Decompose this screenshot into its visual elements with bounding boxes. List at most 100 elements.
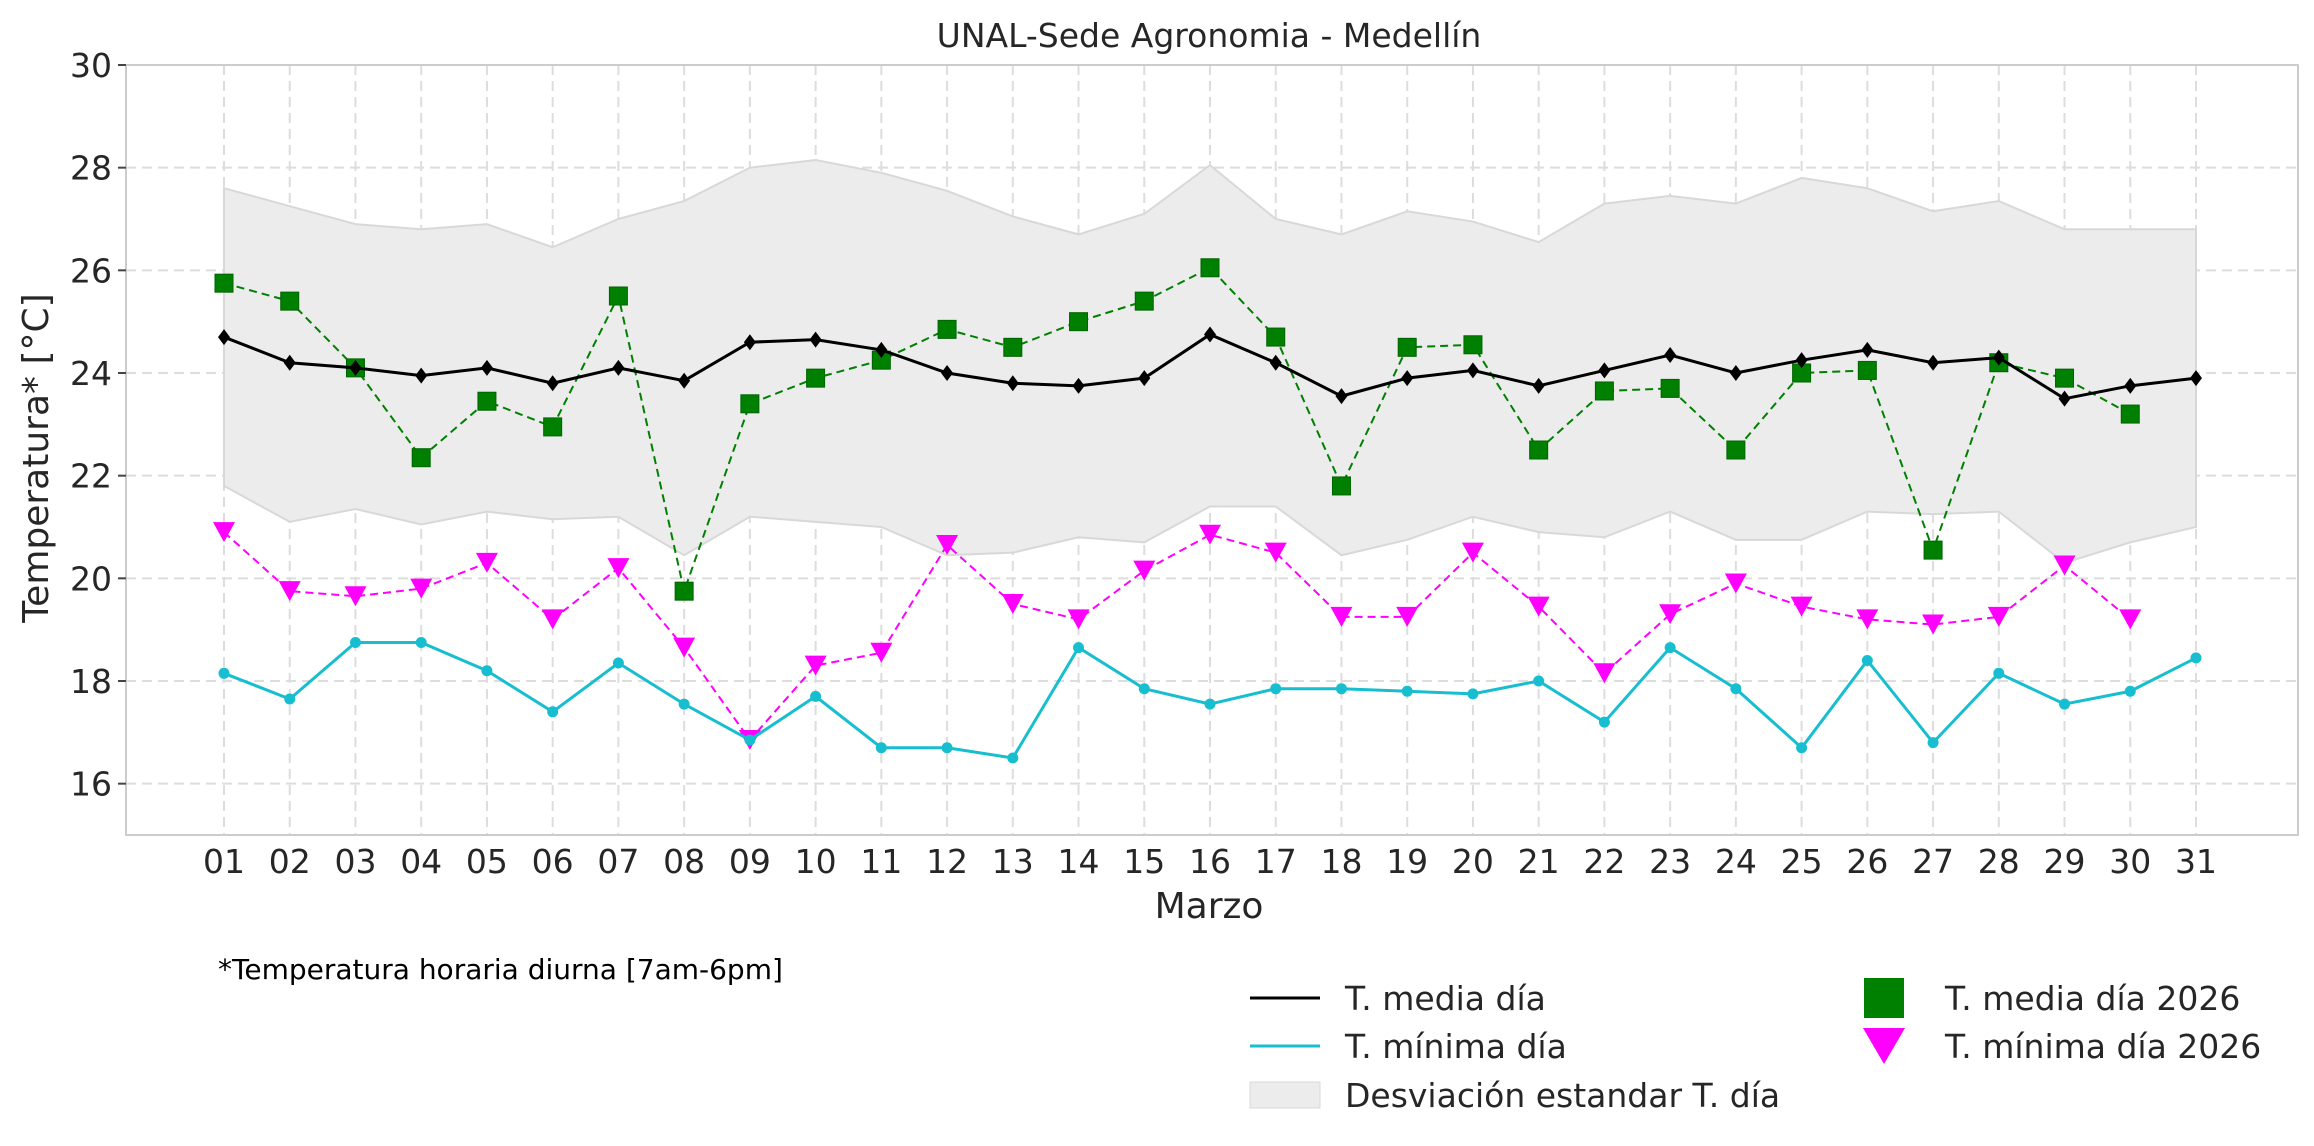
data-point — [1532, 377, 1545, 394]
data-point — [349, 359, 362, 376]
x-tick-label: 16 — [1189, 842, 1231, 881]
legend-item: T. media día 2026 — [1864, 978, 2240, 1018]
data-point — [1401, 370, 1414, 387]
x-tick-label: 31 — [2175, 842, 2217, 881]
x-tick-label: 03 — [334, 842, 376, 881]
y-axis-label: Temperatura* [°C] — [16, 293, 57, 623]
y-tick-label: 24 — [70, 354, 112, 393]
x-tick-label: 18 — [1320, 842, 1362, 881]
x-tick-label: 29 — [2044, 842, 2086, 881]
data-point — [608, 286, 628, 306]
legend-item: T. mínima día — [1250, 1027, 1567, 1066]
data-point — [1270, 683, 1282, 695]
x-tick-label: 24 — [1715, 842, 1757, 881]
data-point — [678, 372, 691, 389]
data-point — [2053, 555, 2076, 576]
data-point — [214, 273, 234, 293]
y-tick-label: 26 — [70, 251, 112, 290]
data-point — [804, 655, 827, 676]
x-tick-label: 04 — [400, 842, 442, 881]
data-point — [280, 291, 300, 311]
data-point — [415, 637, 427, 648]
data-point — [546, 375, 559, 392]
data-point — [1467, 688, 1479, 700]
data-point — [1007, 752, 1019, 764]
data-point — [740, 394, 760, 414]
x-axis-label: Marzo — [1155, 886, 1264, 927]
data-point — [612, 359, 625, 376]
data-point — [612, 657, 624, 669]
data-point — [213, 522, 235, 543]
data-point — [806, 368, 826, 388]
data-point — [218, 329, 230, 346]
legend-item: Desviación estandar T. día — [1249, 1076, 1780, 1115]
series-line — [223, 531, 2131, 742]
data-point — [547, 706, 559, 718]
data-point — [941, 742, 953, 754]
data-point — [1922, 614, 1945, 635]
x-tick-label: 28 — [1978, 842, 2020, 881]
data-point — [1204, 698, 1216, 710]
std-band — [223, 158, 2197, 565]
data-point — [284, 693, 296, 705]
legend-label: T. mínima día — [1344, 1027, 1567, 1066]
x-tick-label: 20 — [1452, 842, 1494, 881]
data-point — [673, 637, 696, 658]
data-point — [1730, 683, 1742, 695]
series-layer — [213, 258, 2202, 764]
x-tick-label: 12 — [926, 842, 968, 881]
data-point — [1861, 654, 1873, 666]
legend-swatch-square — [1864, 978, 1904, 1018]
x-tick-label: 19 — [1386, 842, 1428, 881]
data-point — [1533, 675, 1545, 687]
data-point — [1396, 606, 1419, 627]
data-point — [1331, 476, 1351, 496]
x-tick-label: 11 — [860, 842, 902, 881]
data-point — [2124, 377, 2137, 394]
legend-swatch-triangle — [1863, 1028, 1905, 1064]
y-tick-label: 22 — [70, 457, 112, 496]
data-point — [415, 367, 428, 384]
data-point — [541, 609, 564, 630]
data-point — [875, 341, 888, 358]
data-point — [1729, 365, 1742, 381]
data-point — [2055, 368, 2075, 388]
data-point — [1072, 377, 1085, 394]
chart-title: UNAL-Sede Agronomia - Medellín — [937, 16, 1482, 55]
x-ticks: 01 02 03 04 05 06 07 08 09 10 11 12 13 14 15 16 17 18 19 20… — [203, 842, 2217, 881]
data-point — [1594, 381, 1614, 401]
data-point — [1598, 362, 1611, 379]
data-point — [744, 734, 756, 746]
x-tick-label: 30 — [2109, 842, 2151, 881]
data-point — [2059, 698, 2071, 710]
data-point — [1204, 326, 1216, 343]
data-point — [1927, 354, 1940, 371]
data-point — [1003, 337, 1023, 357]
data-point — [411, 448, 431, 468]
data-point — [477, 391, 497, 411]
x-tick-label: 08 — [663, 842, 705, 881]
legend-label: T. media día — [1344, 979, 1546, 1018]
data-point — [2190, 370, 2202, 387]
data-point — [2058, 390, 2071, 407]
x-tick-label: 14 — [1058, 842, 1100, 881]
series-t-media-d-a-2026 — [214, 258, 2140, 601]
data-point — [2119, 609, 2142, 630]
series-t-media-d-a — [218, 326, 2202, 407]
x-tick-label: 06 — [532, 842, 574, 881]
data-point — [1529, 440, 1549, 460]
data-point — [349, 637, 361, 648]
data-point — [1067, 609, 1090, 630]
data-point — [1335, 388, 1348, 405]
data-point — [1266, 327, 1286, 347]
data-point — [1992, 349, 2005, 366]
data-point — [809, 331, 822, 348]
data-point — [810, 690, 822, 702]
data-point — [410, 578, 433, 599]
footnote: *Temperatura horaria diurna [7am-6pm] — [218, 953, 783, 986]
data-point — [1856, 609, 1879, 630]
data-point — [1133, 560, 1156, 581]
data-point — [1401, 685, 1413, 697]
data-point — [1330, 606, 1353, 627]
